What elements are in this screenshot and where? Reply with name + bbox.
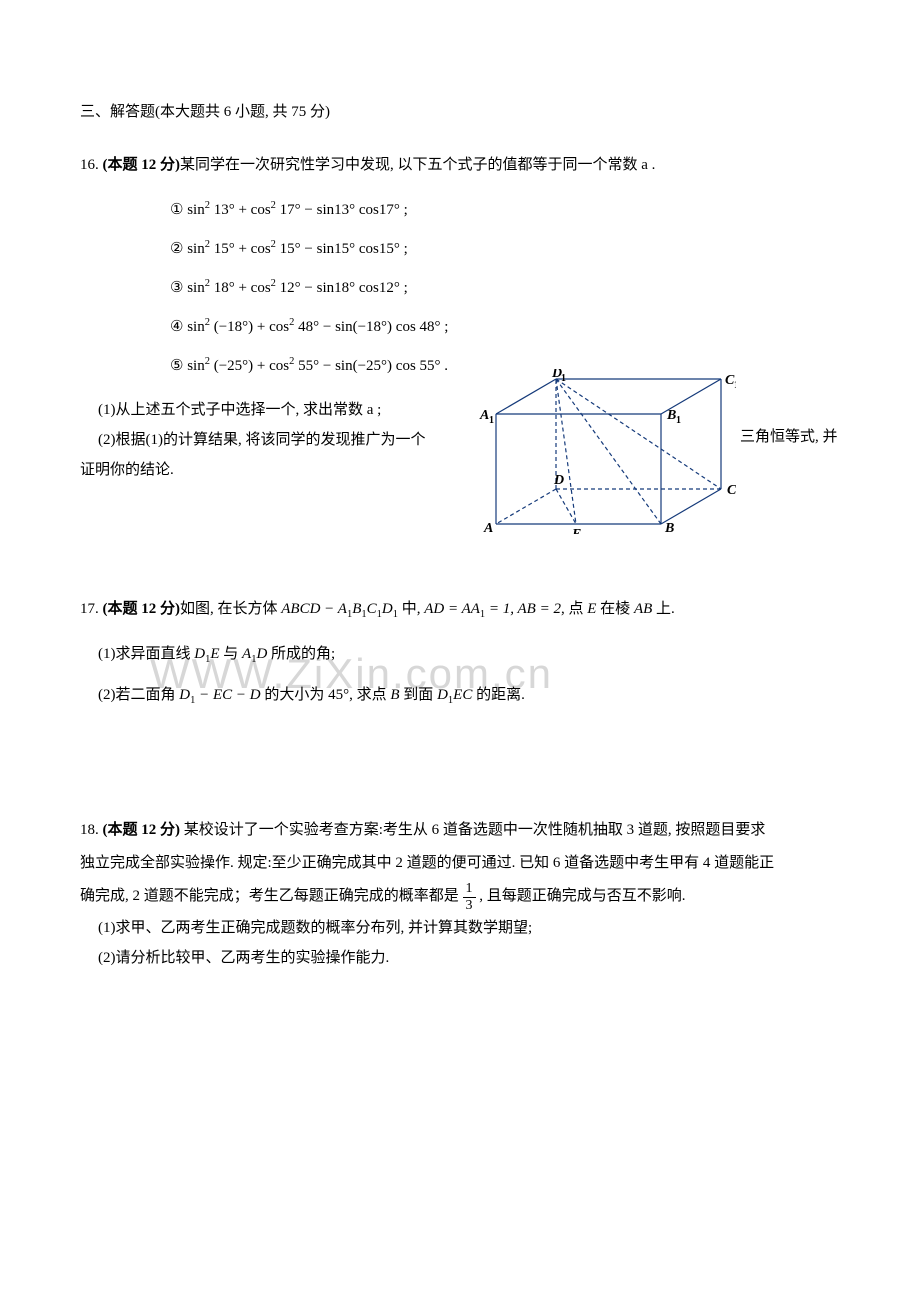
problem-16-header: 16. (本题 12 分)某同学在一次研究性学习中发现, 以下五个式子的值都等于… — [80, 151, 840, 180]
p18-line3: 确完成, 2 道题不能完成；考生乙每题正确完成的概率都是 13 , 且每题正确完… — [80, 880, 840, 913]
formula-2: ② sin2 15° + cos2 15° − sin15° cos15° ; — [170, 239, 840, 258]
svg-text:B: B — [666, 408, 676, 423]
svg-text:E: E — [571, 527, 581, 534]
p16-sub2a: (2)根据(1)的计算结果, 将该同学的发现推广为一个 — [80, 425, 470, 455]
p17-num: 17. — [80, 601, 103, 617]
svg-text:D: D — [553, 473, 564, 488]
problem-18: 18. (本题 12 分) 某校设计了一个实验考查方案:考生从 6 道备选题中一… — [80, 814, 840, 973]
p17-score: (本题 12 分) — [103, 601, 181, 617]
p16-sub1: (1)从上述五个式子中选择一个, 求出常数 a ; — [80, 395, 470, 425]
svg-text:1: 1 — [734, 380, 736, 391]
p16-tail: 三角恒等式, 并 — [740, 425, 838, 446]
formula-list: ① sin2 13° + cos2 17° − sin13° cos17° ; … — [80, 200, 840, 375]
problem-17-header: 17. (本题 12 分)如图, 在长方体 ABCD − A1B1C1D1 中,… — [80, 595, 840, 625]
cuboid-diagram: ABCDEA1B1C1D1 — [476, 369, 736, 534]
svg-text:1: 1 — [489, 415, 494, 426]
p18-line1: 18. (本题 12 分) 某校设计了一个实验考查方案:考生从 6 道备选题中一… — [80, 814, 840, 847]
formula-4: ④ sin2 (−18°) + cos2 48° − sin(−18°) cos… — [170, 317, 840, 336]
svg-text:B: B — [664, 521, 674, 534]
svg-text:A: A — [479, 408, 489, 423]
svg-text:1: 1 — [561, 373, 566, 384]
p16-score: (本题 12 分) — [103, 157, 181, 173]
fraction-1-3: 13 — [463, 881, 476, 913]
p18-line2: 独立完成全部实验操作. 规定:至少正确完成其中 2 道题的便可通过. 已知 6 … — [80, 847, 840, 880]
p18-sub1: (1)求甲、乙两考生正确完成题数的概率分布列, 并计算其数学期望; — [80, 913, 840, 943]
svg-text:1: 1 — [676, 415, 681, 426]
p16-sub2b: 证明你的结论. — [80, 455, 470, 485]
svg-text:A: A — [483, 521, 493, 534]
p16-num: 16. — [80, 157, 103, 173]
p17-sub2: (2)若二面角 D1 − EC − D 的大小为 45°, 求点 B 到面 D1… — [80, 683, 840, 706]
p18-sub2: (2)请分析比较甲、乙两考生的实验操作能力. — [80, 943, 840, 973]
formula-3: ③ sin2 18° + cos2 12° − sin18° cos12° ; — [170, 278, 840, 297]
svg-text:C: C — [727, 483, 736, 498]
section-title: 三、解答题(本大题共 6 小题, 共 75 分) — [80, 100, 840, 121]
p17-sub1: (1)求异面直线 D1E 与 A1D 所成的角; — [80, 642, 840, 665]
formula-1: ① sin2 13° + cos2 17° − sin13° cos17° ; — [170, 200, 840, 219]
p16-text: 某同学在一次研究性学习中发现, 以下五个式子的值都等于同一个常数 a . — [180, 157, 655, 173]
